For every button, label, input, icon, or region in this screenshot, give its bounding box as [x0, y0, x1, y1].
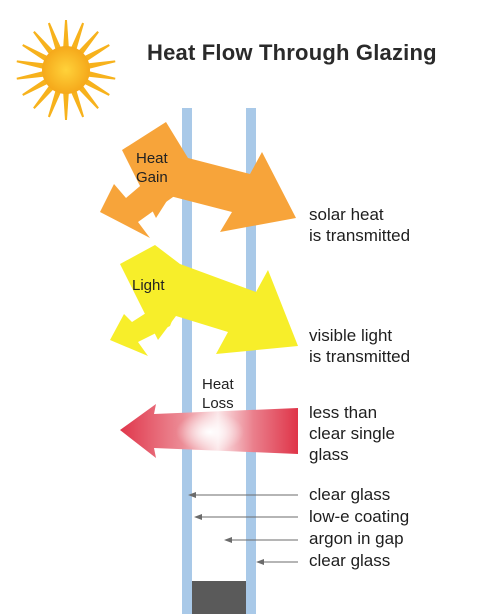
- spacer-frame: [192, 581, 246, 614]
- heat-loss-arrow: [120, 404, 298, 458]
- legend-item-outer-clear-glass: clear glass: [309, 485, 391, 504]
- visible-light-annotation: visible light is transmitted: [309, 325, 410, 367]
- heat-loss-line1: less than: [309, 403, 378, 422]
- heat-gain-arrow: [100, 122, 296, 238]
- legend-item-argon-gap: argon in gap: [309, 529, 404, 548]
- heat-loss-label-line1: Heat: [202, 376, 234, 393]
- solar-heat-line2: is transmitted: [309, 226, 411, 245]
- legend-item-inner-clear-glass: clear glass: [309, 551, 391, 570]
- heat-gain-label-line2: Gain: [136, 169, 168, 186]
- diagram-title: Heat Flow Through Glazing: [147, 40, 437, 65]
- solar-heat-line1: solar heat: [309, 205, 384, 224]
- legend-item-low-e-coating: low-e coating: [309, 507, 410, 526]
- inner-glass-pane: [246, 108, 256, 614]
- light-arrow: [110, 245, 298, 356]
- heat-loss-line3: glass: [309, 445, 349, 464]
- heat-loss-line2: clear single: [309, 424, 395, 443]
- heat-gain-label-line1: Heat: [136, 150, 168, 167]
- visible-light-line2: is transmitted: [309, 347, 411, 366]
- heat-loss-label-line2: Loss: [202, 395, 234, 412]
- heat-loss-annotation: less than clear single glass: [309, 402, 395, 465]
- heat-loss-label: Heat Loss: [202, 375, 234, 413]
- light-label: Light: [132, 277, 165, 294]
- sun-icon: [16, 20, 116, 120]
- heat-gain-label: Heat Gain: [136, 149, 168, 187]
- glazing-legend: clear glass low-e coating argon in gap c…: [309, 484, 409, 572]
- legend-leaders: [188, 492, 298, 565]
- outer-glass-pane: [182, 108, 192, 614]
- solar-heat-annotation: solar heat is transmitted: [309, 204, 410, 246]
- visible-light-line1: visible light: [309, 326, 393, 345]
